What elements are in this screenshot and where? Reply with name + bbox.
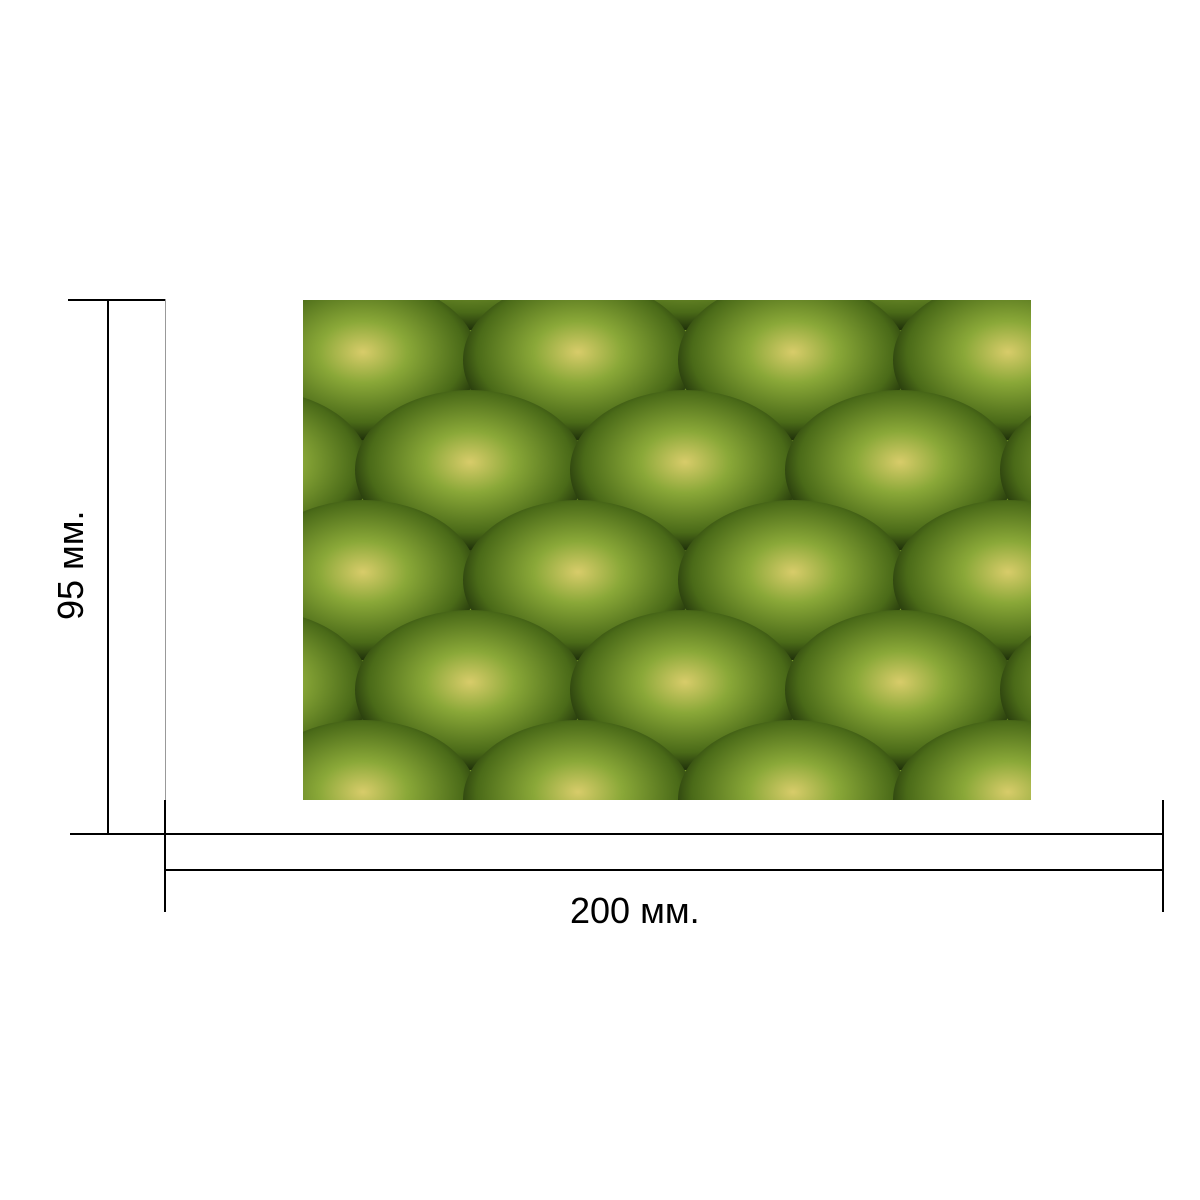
height-edge-line [165, 299, 166, 834]
width-tick-right [1162, 800, 1164, 912]
pineapple-eye [893, 720, 1031, 800]
height-extension-bottom [70, 833, 166, 835]
pineapple-texture-image [303, 300, 1031, 800]
height-label: 95 мм. [50, 510, 91, 620]
pineapple-eye [463, 720, 693, 800]
height-extension-top [68, 299, 166, 301]
pineapple-eye [678, 720, 908, 800]
width-extension-top [165, 833, 1164, 835]
width-tick-left [164, 800, 166, 912]
width-label: 200 мм. [570, 890, 700, 931]
width-dimension-line [165, 869, 1164, 871]
pineapple-eye [1000, 415, 1031, 525]
height-dimension-line [107, 299, 109, 834]
pineapple-pattern [303, 300, 1031, 800]
pineapple-eye [303, 720, 478, 800]
pineapple-eye [1000, 635, 1031, 745]
